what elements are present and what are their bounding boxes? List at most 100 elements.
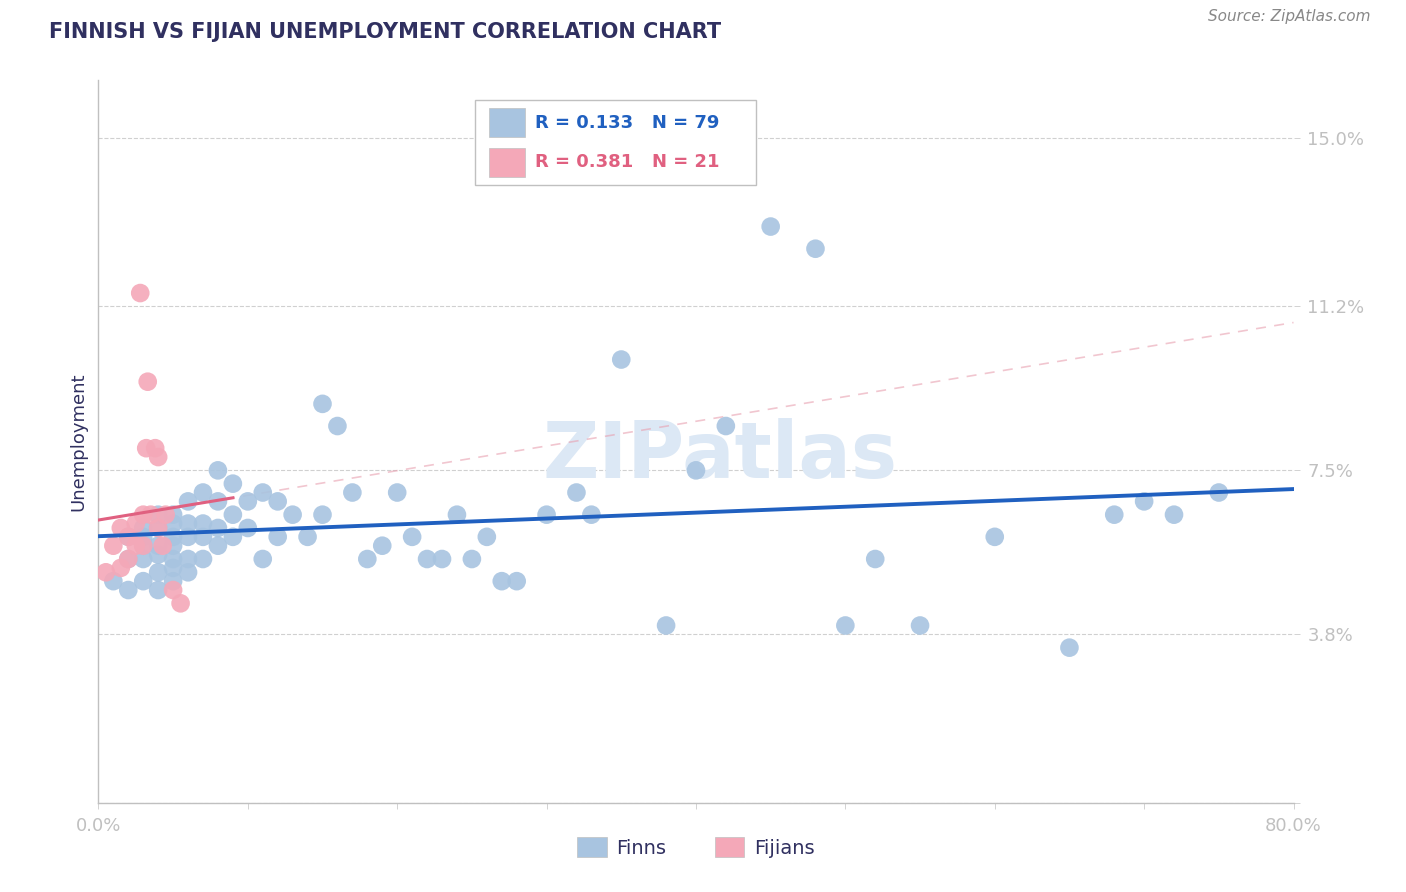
Point bbox=[103, 574, 125, 589]
Point bbox=[207, 521, 229, 535]
Point bbox=[252, 552, 274, 566]
Point bbox=[236, 521, 259, 535]
Point bbox=[1208, 485, 1230, 500]
Point bbox=[371, 539, 394, 553]
Point bbox=[177, 566, 200, 580]
Point bbox=[491, 574, 513, 589]
Point bbox=[162, 516, 184, 531]
Point bbox=[162, 552, 184, 566]
Point bbox=[714, 419, 737, 434]
Point bbox=[125, 539, 148, 553]
Point bbox=[446, 508, 468, 522]
Point bbox=[191, 516, 214, 531]
Point bbox=[162, 574, 184, 589]
Point bbox=[297, 530, 319, 544]
Point bbox=[416, 552, 439, 566]
Y-axis label: Unemployment: Unemployment bbox=[69, 372, 87, 511]
Point bbox=[94, 566, 117, 580]
Point bbox=[117, 582, 139, 597]
Point bbox=[191, 552, 214, 566]
Point bbox=[148, 508, 170, 522]
Point bbox=[281, 508, 304, 522]
Text: Source: ZipAtlas.com: Source: ZipAtlas.com bbox=[1208, 9, 1371, 24]
Point bbox=[117, 530, 139, 544]
Point bbox=[536, 508, 558, 522]
Point bbox=[865, 552, 887, 566]
Point bbox=[1133, 494, 1156, 508]
Point bbox=[610, 352, 633, 367]
Point bbox=[110, 521, 132, 535]
Point bbox=[117, 530, 139, 544]
Point bbox=[117, 552, 139, 566]
Point bbox=[908, 618, 931, 632]
Point bbox=[125, 516, 148, 531]
Point bbox=[162, 508, 184, 522]
Point bbox=[207, 494, 229, 508]
Point bbox=[155, 508, 177, 522]
Text: R = 0.381   N = 21: R = 0.381 N = 21 bbox=[534, 153, 718, 171]
Text: R = 0.133   N = 79: R = 0.133 N = 79 bbox=[534, 114, 718, 132]
Point bbox=[117, 552, 139, 566]
Point bbox=[148, 548, 170, 562]
Point bbox=[267, 494, 290, 508]
Point bbox=[135, 441, 157, 455]
Point bbox=[152, 539, 174, 553]
FancyBboxPatch shape bbox=[489, 147, 524, 177]
Point bbox=[475, 530, 498, 544]
Point bbox=[506, 574, 529, 589]
Point bbox=[430, 552, 453, 566]
Point bbox=[207, 539, 229, 553]
Point bbox=[132, 521, 155, 535]
Point bbox=[191, 530, 214, 544]
Point bbox=[148, 450, 170, 464]
Point bbox=[139, 508, 162, 522]
Point bbox=[236, 494, 259, 508]
Point bbox=[103, 539, 125, 553]
Point bbox=[461, 552, 484, 566]
Point bbox=[132, 539, 155, 553]
Point bbox=[984, 530, 1007, 544]
Point bbox=[148, 566, 170, 580]
Point bbox=[110, 561, 132, 575]
Point bbox=[222, 508, 245, 522]
Point bbox=[129, 286, 152, 301]
Point bbox=[834, 618, 856, 632]
Point bbox=[385, 485, 409, 500]
Point bbox=[342, 485, 364, 500]
Point bbox=[177, 516, 200, 531]
Text: ZIPatlas: ZIPatlas bbox=[543, 418, 897, 494]
Point bbox=[326, 419, 349, 434]
Point bbox=[1104, 508, 1126, 522]
Legend: Finns, Fijians: Finns, Fijians bbox=[569, 830, 823, 865]
Point bbox=[191, 485, 214, 500]
Point bbox=[132, 552, 155, 566]
Point bbox=[132, 574, 155, 589]
Point bbox=[685, 463, 707, 477]
Point bbox=[148, 521, 170, 535]
Point bbox=[804, 242, 827, 256]
Point bbox=[222, 530, 245, 544]
Point bbox=[162, 561, 184, 575]
Point bbox=[177, 552, 200, 566]
Point bbox=[177, 494, 200, 508]
Point bbox=[132, 508, 155, 522]
Point bbox=[132, 539, 155, 553]
FancyBboxPatch shape bbox=[475, 100, 756, 185]
Point bbox=[565, 485, 588, 500]
Point bbox=[401, 530, 423, 544]
Point bbox=[311, 508, 333, 522]
Point bbox=[169, 596, 191, 610]
Point bbox=[162, 539, 184, 553]
Point bbox=[655, 618, 678, 632]
Point bbox=[132, 530, 155, 544]
Point bbox=[162, 530, 184, 544]
Point bbox=[136, 375, 159, 389]
Point bbox=[162, 582, 184, 597]
Point bbox=[311, 397, 333, 411]
Point bbox=[143, 441, 166, 455]
Point bbox=[356, 552, 378, 566]
Point bbox=[1163, 508, 1185, 522]
FancyBboxPatch shape bbox=[489, 109, 524, 137]
Point bbox=[177, 530, 200, 544]
Point bbox=[222, 476, 245, 491]
